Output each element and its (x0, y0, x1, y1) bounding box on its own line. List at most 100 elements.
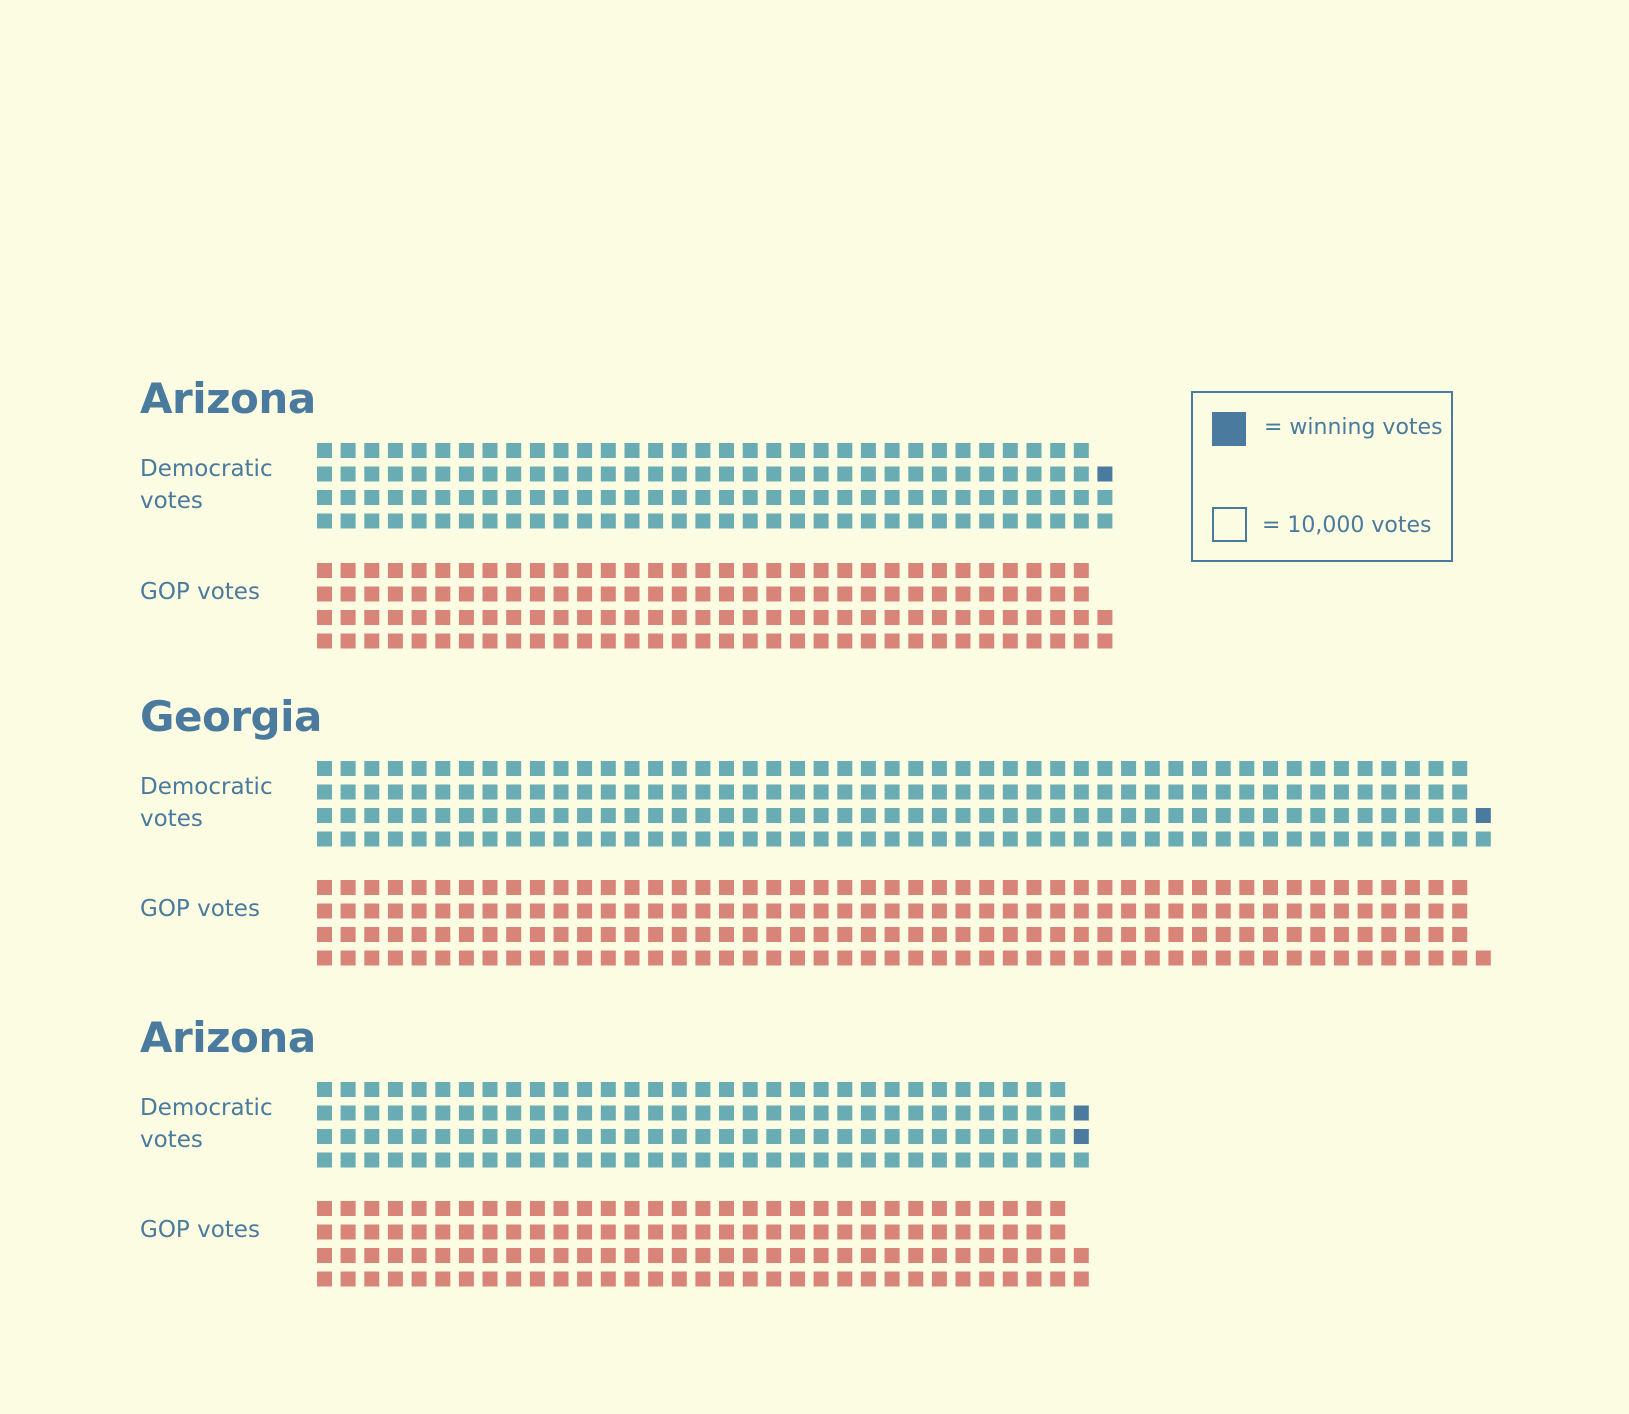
gop-vote-square (1475, 950, 1491, 966)
democratic-vote-square (837, 443, 853, 458)
democratic-vote-square (435, 490, 451, 505)
democratic-vote-square (364, 808, 380, 823)
gop-vote-square (742, 880, 758, 895)
democratic-vote-square (955, 513, 971, 529)
gop-vote-square (506, 903, 522, 919)
gop-vote-square (908, 563, 924, 578)
democratic-vote-square (1286, 831, 1302, 847)
gop-vote-square (884, 903, 900, 919)
democratic-vote-square (790, 761, 805, 776)
gop-vote-square (1452, 903, 1468, 919)
gop-vote-square (600, 903, 616, 919)
gop-vote-square (482, 903, 498, 919)
gop-vote-square (482, 610, 498, 625)
democratic-vote-square (435, 1129, 451, 1144)
gop-vote-square (837, 633, 853, 649)
gop-vote-square (884, 1201, 900, 1216)
gop-vote-square (648, 1271, 664, 1287)
democratic-vote-square (884, 490, 900, 505)
democratic-vote-square (317, 490, 332, 505)
democratic-vote-square (1215, 784, 1231, 800)
gop-vote-square (884, 950, 900, 966)
gop-vote-square (529, 903, 545, 919)
gop-vote-square (719, 950, 734, 966)
democratic-vote-square (624, 831, 640, 847)
gop-vote-square (435, 1224, 451, 1240)
gop-vote-square (671, 563, 687, 578)
gop-vote-square (364, 927, 380, 942)
gop-vote-square (600, 1271, 616, 1287)
democratic-vote-square (931, 1105, 947, 1121)
gop-vote-square (624, 586, 640, 602)
gop-vote-square (837, 610, 853, 625)
democratic-vote-square (908, 443, 924, 458)
democratic-vote-square (553, 513, 569, 529)
democratic-vote-square (317, 808, 332, 823)
democratic-vote-square (790, 808, 805, 823)
gop-vote-square (1333, 880, 1349, 895)
gop-vote-square (387, 927, 403, 942)
democratic-vote-square (742, 490, 758, 505)
gop-vote-square (553, 1271, 569, 1287)
democratic-vote-square (458, 490, 474, 505)
gop-vote-square (577, 950, 593, 966)
democratic-vote-square (1475, 831, 1491, 847)
democratic-vote-square (1239, 808, 1255, 823)
democratic-vote-square (317, 1152, 332, 1168)
gop-votes-label: GOP votes (140, 896, 260, 922)
democratic-vote-square (553, 784, 569, 800)
democratic-vote-square (1168, 808, 1184, 823)
democratic-vote-square (1002, 513, 1018, 529)
democratic-vote-square (600, 490, 616, 505)
gop-vote-square (1452, 927, 1468, 942)
gop-vote-square (387, 903, 403, 919)
democratic-vote-square (695, 1129, 711, 1144)
democratic-vote-square (648, 784, 664, 800)
gop-vote-square (955, 1271, 971, 1287)
gop-vote-square (1073, 586, 1089, 602)
gop-vote-square (931, 1201, 947, 1216)
democratic-vote-square (884, 784, 900, 800)
gop-vote-square (837, 950, 853, 966)
gop-vote-square (1404, 950, 1420, 966)
gop-vote-square (529, 633, 545, 649)
gop-vote-square (695, 927, 711, 942)
gop-vote-square (931, 586, 947, 602)
democratic-vote-square (482, 490, 498, 505)
democratic-vote-square (955, 1105, 971, 1121)
democratic-vote-square (931, 1129, 947, 1144)
gop-vote-square (624, 563, 640, 578)
gop-vote-square (955, 1224, 971, 1240)
gop-vote-square (1239, 927, 1255, 942)
democratic-vote-square (506, 831, 522, 847)
gop-vote-square (411, 586, 427, 602)
democratic-vote-square (435, 831, 451, 847)
democratic-vote-square (648, 1129, 664, 1144)
democratic-vote-square (1073, 490, 1089, 505)
democratic-vote-square (837, 1129, 853, 1144)
democratic-vote-square (1357, 808, 1373, 823)
gop-vote-square (1168, 927, 1184, 942)
democratic-vote-square (600, 1129, 616, 1144)
democratic-vote-square (435, 808, 451, 823)
gop-vote-square (671, 903, 687, 919)
democratic-vote-square (908, 490, 924, 505)
gop-vote-square (955, 610, 971, 625)
democratic-vote-square (482, 466, 498, 482)
gop-vote-square (506, 880, 522, 895)
democratic-vote-square (766, 761, 782, 776)
gop-vote-square (553, 1201, 569, 1216)
democratic-vote-square (317, 761, 332, 776)
democratic-vote-square (600, 761, 616, 776)
gop-vote-square (908, 586, 924, 602)
democratic-vote-square (1002, 784, 1018, 800)
democratic-vote-square (482, 784, 498, 800)
democratic-vote-square (577, 1152, 593, 1168)
democratic-vote-square (766, 1129, 782, 1144)
democratic-vote-square (1168, 761, 1184, 776)
gop-vote-square (908, 880, 924, 895)
democratic-vote-square (506, 784, 522, 800)
gop-vote-square (695, 610, 711, 625)
democratic-vote-square (1239, 784, 1255, 800)
